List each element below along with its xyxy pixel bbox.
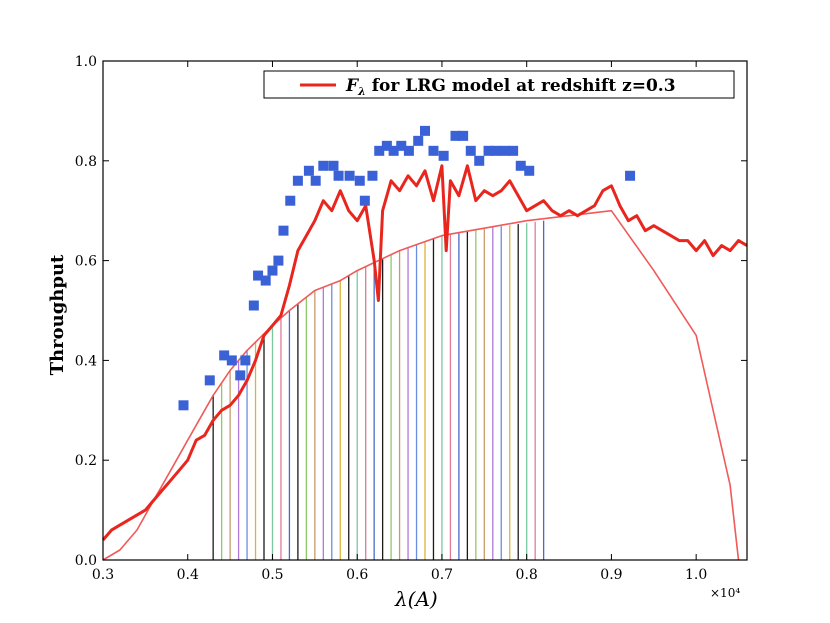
x-tick-label: 0.5 [261, 567, 283, 583]
data-marker [253, 270, 264, 281]
x-tick-label: 0.8 [516, 567, 538, 583]
data-marker [278, 225, 289, 236]
data-marker [273, 255, 284, 266]
data-marker [267, 265, 278, 276]
data-marker [388, 145, 399, 156]
data-marker [240, 355, 251, 366]
data-marker [450, 130, 461, 141]
data-marker [318, 160, 329, 171]
y-tick-label: 1.0 [75, 54, 97, 70]
data-marker [219, 350, 230, 361]
x-tick-label: 1.0 [685, 567, 707, 583]
y-axis-label: Throughput [47, 254, 68, 375]
data-marker [303, 165, 314, 176]
filter-bands [212, 220, 545, 560]
data-marker [204, 375, 215, 386]
data-marker [260, 275, 271, 286]
x-tick-label: 0.3 [92, 567, 114, 583]
data-marker [333, 170, 344, 181]
y-tick-label: 0.8 [75, 154, 97, 170]
data-marker [226, 355, 237, 366]
x-tick-label: 0.9 [600, 567, 622, 583]
data-marker [428, 145, 439, 156]
y-tick-label: 0.2 [75, 453, 97, 469]
spectrum-line [101, 164, 748, 541]
x-tick-label: 0.7 [431, 567, 453, 583]
data-marker [381, 140, 392, 151]
x-tick-label: 0.6 [346, 567, 368, 583]
data-marker [420, 125, 430, 136]
x-axis-label: λ(A) [394, 587, 438, 611]
data-marker [515, 160, 526, 171]
data-marker [248, 300, 259, 311]
data-marker [310, 175, 321, 186]
data-marker [344, 170, 355, 181]
data-marker [524, 165, 535, 176]
data-marker [403, 145, 414, 156]
data-marker [374, 145, 385, 156]
data-marker [396, 140, 407, 151]
data-marker [508, 145, 519, 156]
data-marker [413, 135, 424, 146]
data-marker [465, 145, 476, 156]
data-marker [354, 175, 365, 186]
legend: Fλ for LRG model at redshift z=0.3 [263, 70, 735, 99]
series-layer [101, 125, 748, 561]
data-marker [285, 195, 296, 206]
data-marker [625, 170, 636, 181]
plot-frame [102, 60, 748, 561]
data-marker [491, 145, 502, 156]
legend-label: Fλ for LRG model at redshift z=0.3 [345, 76, 676, 98]
x-tick-label: 0.4 [177, 567, 199, 583]
data-marker [499, 145, 510, 156]
data-marker [438, 150, 449, 161]
data-marker [235, 370, 246, 381]
data-marker [474, 155, 485, 166]
y-tick-label: 0.0 [75, 553, 97, 569]
data-marker [178, 400, 189, 411]
y-tick-label: 0.4 [75, 353, 97, 369]
throughput-envelope-line [102, 209, 740, 561]
data-marker [458, 130, 469, 141]
legend-box [263, 70, 735, 99]
ticks-layer: 0.3 0.4 0.5 0.6 0.7 0.8 0.9 1.0 0.0 0.2 0.4 0.6 0.8 1… [75, 54, 747, 583]
x-axis-multiplier: ×10⁴ [710, 586, 740, 600]
data-marker [483, 145, 494, 156]
data-marker [367, 170, 378, 181]
data-marker [328, 160, 339, 171]
data-marker [359, 195, 370, 206]
y-tick-label: 0.6 [75, 254, 97, 270]
data-marker [292, 175, 303, 186]
